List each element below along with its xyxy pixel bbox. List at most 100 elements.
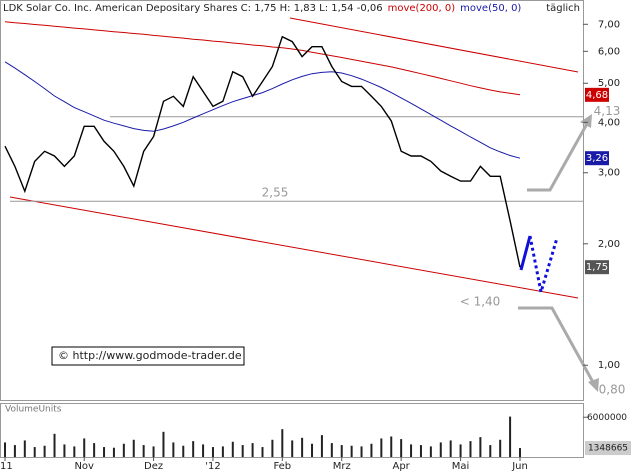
volume-bar <box>281 429 284 457</box>
volume-bar <box>370 443 373 457</box>
volume-last-label: 1348665 <box>588 444 628 454</box>
last-value-label: 3,26 <box>586 153 608 164</box>
moving-average <box>4 21 521 96</box>
volume-bar <box>231 441 234 457</box>
volume-bar <box>509 416 512 457</box>
y-tick-label: 4,00 <box>598 117 620 128</box>
volume-bar <box>132 439 135 457</box>
title-text: LDK Solar Co. Inc. American Depositary S… <box>3 3 383 14</box>
watermark-box <box>51 346 245 366</box>
volume-bar <box>390 436 393 457</box>
volume-bar <box>221 446 224 457</box>
last-value-box <box>585 260 609 275</box>
period: täglich <box>546 3 580 14</box>
volume-bar <box>301 437 304 457</box>
arrow <box>518 306 596 385</box>
volume-bar <box>251 443 254 457</box>
volume-bar <box>241 445 244 457</box>
volume-bar <box>83 438 86 457</box>
volume-bar <box>43 445 46 457</box>
volume-bar <box>122 443 125 457</box>
legend-entry: move(50, 0) <box>460 3 521 14</box>
arrow-head <box>580 114 592 128</box>
volume-bar <box>360 446 363 457</box>
volume-bar <box>499 439 502 457</box>
arrow <box>527 121 590 192</box>
watermark: © http://www.godmode-trader.de <box>58 349 242 362</box>
x-tick-label: Apr <box>392 461 410 472</box>
volume-bar <box>469 441 472 457</box>
level-label: 4,13 <box>594 104 621 118</box>
volume-bar <box>4 442 6 457</box>
volume-bar <box>311 443 314 457</box>
volume-bar <box>419 445 422 457</box>
volume-bar <box>63 444 66 457</box>
x-tick-label: Jun <box>511 461 528 472</box>
volume-bar <box>340 445 343 457</box>
volume-bar <box>162 431 165 457</box>
volume-bar <box>152 446 155 457</box>
volume-bar <box>449 440 452 457</box>
price-panel <box>0 0 584 401</box>
volume-last-box <box>585 441 631 456</box>
volume-bar <box>202 444 205 457</box>
volume-bar <box>172 442 175 457</box>
last-value-box <box>585 87 609 102</box>
volume-bar <box>103 447 106 457</box>
volume-tick-label: 6000000 <box>587 413 627 423</box>
volume-bar <box>211 447 214 457</box>
x-tick-label: Mai <box>452 461 470 472</box>
arrow-head <box>588 378 599 392</box>
x-tick-label: Dez <box>144 461 163 472</box>
last-value-label: 4,68 <box>586 90 608 101</box>
trend-line <box>289 17 579 73</box>
volume-bar <box>489 445 492 457</box>
volume-bar <box>439 442 442 457</box>
volume-bar <box>13 445 16 457</box>
volume-bar <box>291 440 294 457</box>
volume-bar <box>519 448 521 457</box>
last-value-label: 1,75 <box>586 262 608 273</box>
projection <box>519 235 532 271</box>
volume-title: VolumeUnits <box>5 405 62 415</box>
volume-bar <box>320 435 323 457</box>
y-tick-label: 2,00 <box>598 239 620 250</box>
volume-bar <box>429 446 432 457</box>
volume-bar <box>93 443 96 457</box>
y-tick-label: 1,00 <box>598 360 620 371</box>
y-tick-label: 7,00 <box>598 19 620 30</box>
volume-bar <box>350 445 353 457</box>
projection <box>528 235 559 293</box>
last-value-box <box>585 151 609 166</box>
target-label: < 1,40 <box>460 295 501 309</box>
price-line <box>4 35 521 268</box>
volume-bar <box>479 437 482 457</box>
volume-bar <box>73 446 76 457</box>
x-tick-label: Feb <box>273 461 291 472</box>
volume-bar <box>410 444 413 457</box>
volume-bar <box>23 440 26 457</box>
trend-line <box>9 196 579 299</box>
level-label: 2,55 <box>262 186 289 200</box>
x-tick-label: Mrz <box>333 461 351 472</box>
volume-bar <box>182 445 185 457</box>
volume-bar <box>192 441 195 457</box>
volume-bar <box>459 444 462 457</box>
volume-bar <box>33 447 36 457</box>
volume-bar <box>400 439 403 457</box>
volume-bar <box>380 438 383 457</box>
x-tick-label: '11 <box>0 461 13 472</box>
x-tick-label: '12 <box>205 461 220 472</box>
chart-title: LDK Solar Co. Inc. American Depositary S… <box>3 3 521 14</box>
volume-bar <box>271 439 274 457</box>
volume-bar <box>142 445 145 457</box>
x-tick-label: Nov <box>74 461 94 472</box>
y-tick-label: 3,00 <box>598 168 620 179</box>
volume-panel <box>0 403 584 458</box>
moving-average <box>4 61 521 159</box>
target-label: 0,80 <box>599 383 626 397</box>
legend-entry: move(200, 0) <box>388 3 456 14</box>
y-tick-label: 6,00 <box>598 46 620 57</box>
